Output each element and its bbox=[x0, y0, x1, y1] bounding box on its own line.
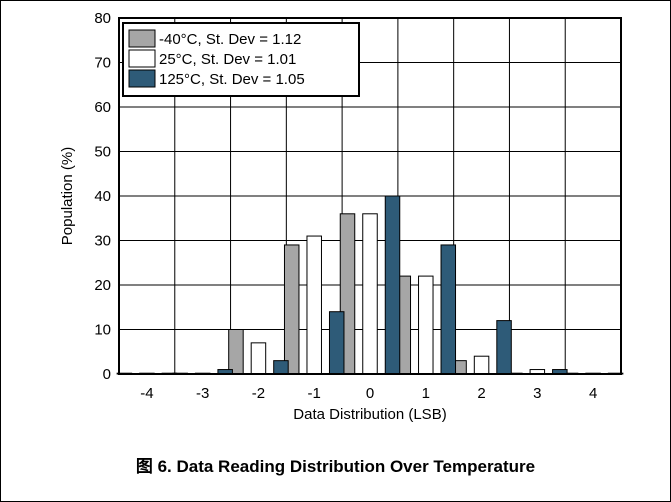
bar-3--1 bbox=[328, 311, 345, 375]
bar-3-0 bbox=[384, 195, 401, 375]
bar-3-1 bbox=[440, 244, 457, 375]
legend-label-1: -40°C, St. Dev = 1.12 bbox=[159, 31, 301, 48]
x-tick-label: 3 bbox=[533, 385, 541, 402]
x-tick-label: 1 bbox=[422, 385, 430, 402]
plot-border bbox=[118, 17, 622, 375]
x-tick-label: -2 bbox=[252, 385, 265, 402]
y-tick-label: 50 bbox=[94, 144, 111, 161]
y-tick-label: 20 bbox=[94, 277, 111, 294]
legend-swatch-1 bbox=[128, 29, 156, 48]
bar-3--2 bbox=[273, 360, 289, 375]
y-tick-label: 80 bbox=[94, 10, 111, 27]
legend-label-3: 125°C, St. Dev = 1.05 bbox=[159, 71, 305, 88]
legend-swatch-3 bbox=[128, 69, 156, 88]
x-tick-label: 0 bbox=[366, 385, 374, 402]
y-tick-label: 70 bbox=[94, 55, 111, 72]
y-axis-title: Population (%) bbox=[59, 147, 76, 245]
legend-swatch-2 bbox=[128, 49, 156, 68]
bar-2-0 bbox=[362, 213, 378, 375]
x-tick-label: 4 bbox=[589, 385, 597, 402]
bar-2--1 bbox=[306, 235, 322, 375]
bar-1--1 bbox=[283, 244, 300, 375]
x-tick-label: -3 bbox=[196, 385, 209, 402]
legend-box bbox=[122, 22, 360, 97]
y-tick-label: 10 bbox=[94, 322, 111, 339]
bar-1--2 bbox=[228, 329, 244, 375]
y-tick-label: 60 bbox=[94, 99, 111, 116]
bar-2-1 bbox=[418, 275, 434, 375]
bar-chart: -4 -3 -2 -1 0 1 2 3 4 0 10 20 30 40 50 60 70 80 Data Dis… bbox=[59, 10, 624, 423]
x-tick-labels: -4 -3 -2 -1 0 1 2 3 4 bbox=[140, 385, 597, 402]
y-tick-labels: 0 10 20 30 40 50 60 70 80 bbox=[94, 10, 111, 383]
x-tick-label: -1 bbox=[308, 385, 321, 402]
x-axis-title: Data Distribution (LSB) bbox=[293, 406, 446, 423]
x-tick-label: 2 bbox=[477, 385, 485, 402]
legend-label-2: 25°C, St. Dev = 1.01 bbox=[159, 51, 296, 68]
x-tick-label: -4 bbox=[140, 385, 153, 402]
bars bbox=[116, 195, 624, 375]
bar-2-2 bbox=[473, 355, 490, 375]
bar-2--2 bbox=[250, 342, 267, 375]
y-tick-label: 40 bbox=[94, 188, 111, 205]
y-tick-label: 30 bbox=[94, 233, 111, 250]
legend: -40°C, St. Dev = 1.12 25°C, St. Dev = 1.0… bbox=[122, 22, 360, 97]
y-tick-label: 0 bbox=[103, 366, 111, 383]
bar-3-2 bbox=[496, 320, 512, 375]
figure-caption: 图 6. Data Reading Distribution Over Temp… bbox=[135, 457, 536, 476]
